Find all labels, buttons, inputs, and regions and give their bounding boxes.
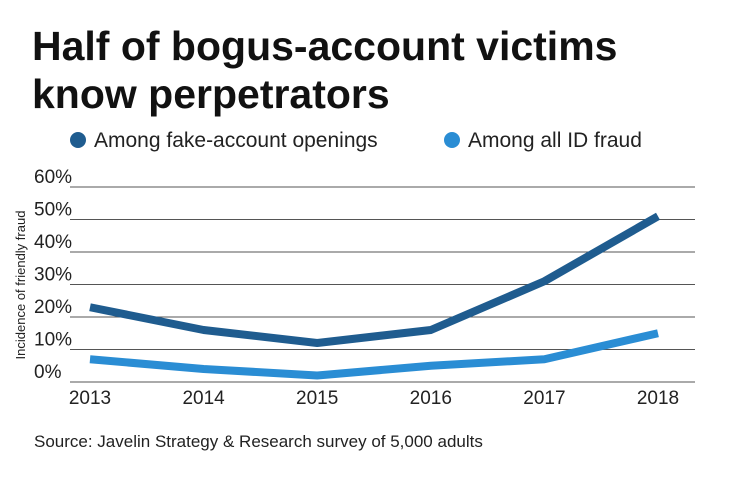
legend-marker	[444, 132, 460, 148]
x-tick-label: 2018	[637, 388, 679, 409]
y-tick-label: 10%	[34, 330, 72, 351]
x-tick-label: 2015	[296, 388, 338, 409]
y-tick-label: 20%	[34, 297, 72, 318]
legend-label: Among fake-account openings	[94, 129, 378, 152]
y-tick-label: 30%	[34, 265, 72, 286]
series-line	[89, 329, 659, 380]
y-axis-label: Incidence of friendly fraud	[13, 211, 28, 360]
y-tick-label: 60%	[34, 167, 72, 188]
x-tick-label: 2014	[182, 388, 225, 409]
legend-marker	[70, 132, 86, 148]
chart-title: Half of bogus-account victims know perpe…	[32, 23, 618, 117]
x-tick-label: 2016	[410, 388, 452, 409]
x-tick-label: 2017	[523, 388, 565, 409]
y-tick-label: 40%	[34, 232, 72, 253]
legend-label: Among all ID fraud	[468, 129, 642, 152]
y-tick-label: 0%	[34, 362, 62, 383]
x-tick-label: 2013	[69, 388, 111, 409]
y-tick-label: 50%	[34, 200, 72, 221]
source: Source: Javelin Strategy & Research surv…	[34, 432, 483, 451]
series-line	[89, 212, 660, 347]
